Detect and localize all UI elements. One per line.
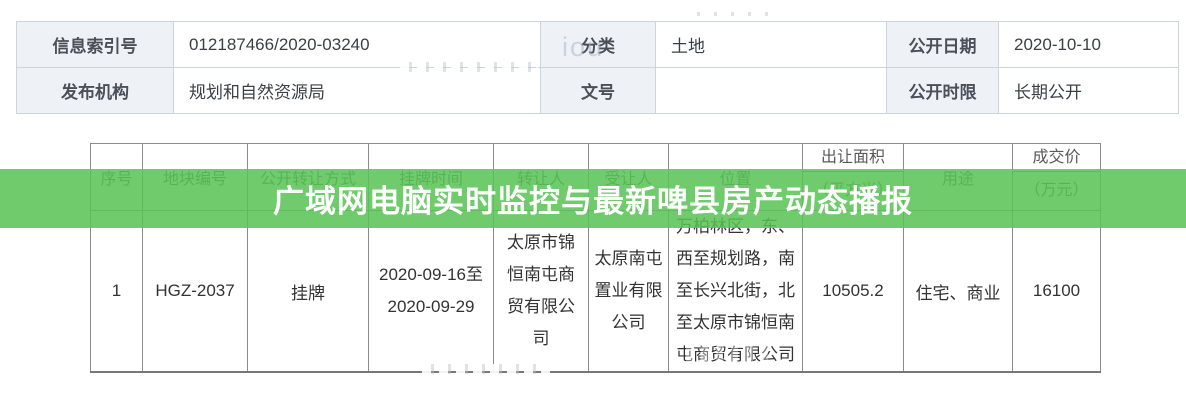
info-row: 信息索引号 012187466/2020-03240 分类 土地 公开日期 20… — [16, 21, 1179, 68]
watermark-dashes-bottom — [422, 364, 550, 374]
cell-use: 住宅、商业 — [903, 210, 1013, 373]
cell-plot-number: HGZ-2037 — [142, 210, 248, 373]
doc-number-label: 文号 — [540, 67, 656, 114]
overlay-banner: 广域网电脑实时监控与最新啤县房产动态播报 — [0, 169, 1186, 228]
cell-transferee: 太原南屯置业有限公司 — [588, 210, 669, 373]
cell-area: 10505.2 — [802, 210, 904, 373]
listing-time-line1: 2020-09-16至 — [379, 265, 483, 284]
overlay-banner-title: 广域网电脑实时监控与最新啤县房产动态播报 — [273, 184, 913, 219]
cell-serial: 1 — [90, 210, 143, 373]
info-disclosure-table: 信息索引号 012187466/2020-03240 分类 土地 公开日期 20… — [16, 21, 1179, 114]
info-row: 发布机构 规划和自然资源局 文号 公开时限 长期公开 — [16, 67, 1179, 114]
cell-listing-time: 2020-09-16至 2020-09-29 — [368, 210, 494, 373]
index-number-value: 012187466/2020-03240 — [173, 21, 541, 68]
open-term-label: 公开时限 — [886, 67, 999, 114]
watermark-dashes-middle — [400, 62, 538, 72]
doc-number-value — [655, 67, 887, 114]
open-term-value: 长期公开 — [998, 67, 1179, 114]
issuing-agency-value: 规划和自然资源局 — [173, 67, 541, 114]
category-value: 土地 — [655, 21, 887, 68]
col-price-title: 成交价 — [1013, 145, 1100, 172]
watermark-dashes-top — [688, 12, 768, 16]
index-number-label: 信息索引号 — [16, 21, 174, 68]
col-area-title: 出让面积 — [803, 145, 903, 172]
cell-transfer-method: 挂牌 — [247, 210, 369, 373]
listing-time-line2: 2020-09-29 — [387, 297, 475, 316]
land-table-row: 1 HGZ-2037 挂牌 2020-09-16至 2020-09-29 太原市… — [90, 210, 1101, 373]
issuing-agency-label: 发布机构 — [16, 67, 174, 114]
watermark-haze — [656, 333, 774, 367]
cell-price: 16100 — [1012, 210, 1101, 373]
cell-transferor: 太原市锦恒南屯商贸有限公司 — [493, 210, 589, 373]
publish-date-value: 2020-10-10 — [998, 21, 1179, 68]
publish-date-label: 公开日期 — [886, 21, 999, 68]
watermark-text-fragment: iou — [562, 32, 605, 62]
